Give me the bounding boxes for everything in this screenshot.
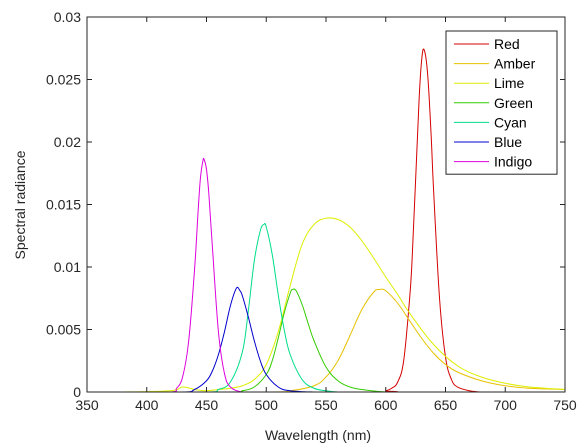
y-tick-label: 0.025 <box>46 72 81 88</box>
y-tick-label: 0.015 <box>46 197 81 213</box>
series-line-amber <box>122 288 566 393</box>
x-tick-label: 500 <box>255 397 279 413</box>
legend-label-blue: Blue <box>494 134 522 150</box>
x-tick-label: 350 <box>75 397 99 413</box>
x-tick-label: 450 <box>195 397 219 413</box>
legend-label-lime: Lime <box>494 75 525 91</box>
series-line-red <box>122 48 565 393</box>
y-axis-label: Spectral radiance <box>12 150 28 259</box>
legend-label-indigo: Indigo <box>494 154 532 170</box>
y-tick-label: 0.01 <box>54 259 81 275</box>
ticks-layer: 350 400 450 500 550 600 650 700 750 0 0.005 0.01 0.0… <box>46 9 577 413</box>
y-tick-label: 0 <box>73 384 81 400</box>
legend: Red Amber Lime Green Cyan Blue Indigo <box>445 30 558 175</box>
x-tick-label: 400 <box>135 397 159 413</box>
legend-label-cyan: Cyan <box>494 114 527 130</box>
y-tick-label: 0.02 <box>54 134 81 150</box>
legend-label-green: Green <box>494 95 533 111</box>
x-tick-label: 750 <box>553 397 577 413</box>
series-line-indigo <box>122 157 267 393</box>
y-tick-label: 0.005 <box>46 322 81 338</box>
series-line-green <box>122 288 446 393</box>
x-tick-label: 700 <box>494 397 518 413</box>
series-layer <box>122 48 566 393</box>
y-tick-label: 0.03 <box>54 9 81 25</box>
x-tick-label: 650 <box>434 397 458 413</box>
x-tick-label: 550 <box>314 397 338 413</box>
legend-label-red: Red <box>494 36 520 52</box>
series-line-blue <box>122 286 338 393</box>
series-line-lime <box>122 217 566 393</box>
x-tick-label: 600 <box>374 397 398 413</box>
x-axis-label: Wavelength (nm) <box>265 427 371 443</box>
legend-label-amber: Amber <box>494 56 536 72</box>
series-line-cyan <box>122 222 386 393</box>
